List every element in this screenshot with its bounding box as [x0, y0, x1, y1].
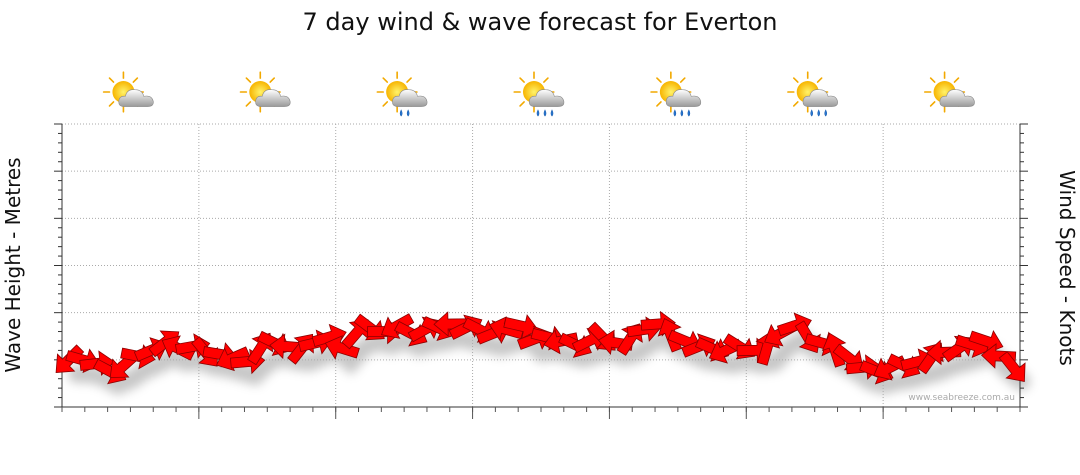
chart-title: 7 day wind & wave forecast for Everton: [303, 8, 778, 36]
sun-cloud-icon: [239, 71, 291, 113]
wind-direction-arrow: [998, 351, 1026, 382]
sun-cloud-rain-icon: [513, 71, 565, 117]
arrow-shape: [998, 351, 1026, 382]
rain-drop-icon: [399, 109, 403, 117]
day-forecast-header: [102, 71, 975, 117]
sun-cloud-light-rain-icon: [376, 71, 428, 117]
rain-drop-icon: [550, 109, 554, 117]
arrow-shape: [433, 311, 469, 337]
rain-drop-icon: [687, 109, 691, 117]
rain-drop-icon: [543, 109, 547, 117]
wind-direction-arrow: [980, 343, 1017, 369]
wind-series: [55, 310, 1026, 385]
rain-drop-icon: [406, 109, 410, 117]
arrow-shape: [503, 314, 539, 340]
rain-drop-icon: [680, 109, 684, 117]
sun-cloud-rain-icon: [650, 71, 702, 117]
wind-direction-arrow: [821, 332, 847, 368]
rain-drop-icon: [673, 109, 677, 117]
rain-drop-icon: [536, 109, 540, 117]
arrow-shape: [324, 335, 360, 360]
y-axis-right-label: Wind Speed - Knots: [1055, 170, 1079, 366]
rain-drop-icon: [810, 109, 814, 117]
sun-cloud-rain-icon: [787, 71, 838, 117]
rain-drop-icon: [824, 109, 828, 117]
rain-drop-icon: [817, 109, 821, 117]
sun-cloud-icon: [102, 71, 154, 113]
arrow-shape: [821, 332, 847, 368]
arrow-shape: [980, 343, 1017, 369]
wind-direction-arrow: [503, 314, 539, 340]
wind-direction-arrow: [324, 335, 360, 360]
sun-cloud-icon: [923, 71, 975, 113]
wind-direction-arrow: [433, 311, 469, 337]
watermark: www.seabreeze.com.au: [908, 393, 1015, 403]
y-axis-left-label: Wave Height - Metres: [1, 157, 25, 372]
